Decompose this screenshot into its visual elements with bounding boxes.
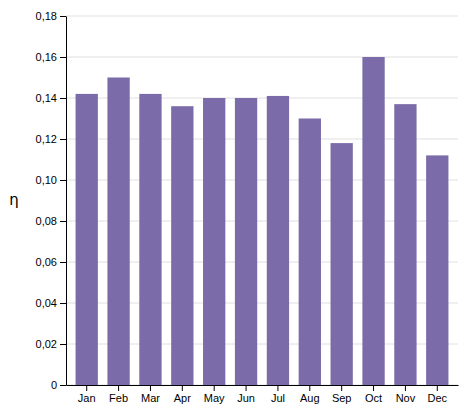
y-tick-mark xyxy=(60,221,66,222)
y-tick-mark xyxy=(60,16,66,17)
y-tick-label: 0,12 xyxy=(36,133,57,145)
y-tick-label: 0,16 xyxy=(36,51,57,63)
y-tick: 0 xyxy=(51,379,66,391)
x-tick-label: Nov xyxy=(396,392,416,404)
x-tick: Jun xyxy=(237,385,255,404)
y-tick-mark xyxy=(60,180,66,181)
y-tick-mark xyxy=(60,98,66,99)
x-tick: Dec xyxy=(428,385,448,404)
bar xyxy=(203,98,225,385)
x-tick: Feb xyxy=(109,385,128,404)
x-tick-label: Jun xyxy=(237,392,255,404)
bar xyxy=(139,94,161,385)
x-tick: Apr xyxy=(174,385,191,404)
x-tick: May xyxy=(204,385,225,404)
y-tick-label: 0 xyxy=(51,379,57,391)
y-tick: 0,10 xyxy=(36,174,66,186)
bar xyxy=(426,155,448,385)
x-tick-mark xyxy=(277,385,278,391)
grid xyxy=(66,16,458,385)
x-tick-mark xyxy=(405,385,406,391)
y-axis: 0 0,02 0,04 0,06 0,08 0,10 0,12 0,14 0,16 0,18 xyxy=(36,10,67,391)
y-tick: 0,06 xyxy=(36,256,66,268)
x-tick-mark xyxy=(118,385,119,391)
y-tick: 0,02 xyxy=(36,338,66,350)
bar xyxy=(76,94,98,385)
x-tick: Oct xyxy=(365,385,382,404)
x-axis: Jan Feb Mar Apr May Jun Jul Aug Sep Oct Nov Dec xyxy=(67,385,459,404)
x-tick-label: Sep xyxy=(332,392,352,404)
grid-line xyxy=(66,57,458,58)
x-tick-mark xyxy=(373,385,374,391)
y-tick-label: 0,04 xyxy=(36,297,57,309)
y-tick: 0,16 xyxy=(36,51,66,63)
y-tick-mark xyxy=(60,344,66,345)
x-tick-mark xyxy=(309,385,310,391)
y-tick-mark xyxy=(60,139,66,140)
x-tick-label: Aug xyxy=(300,392,320,404)
x-tick-label: Oct xyxy=(365,392,382,404)
x-tick-label: Dec xyxy=(428,392,448,404)
plot: Jan Feb Mar Apr May Jun Jul Aug Sep Oct Nov Dec 0 0,0… xyxy=(36,10,459,404)
x-tick-label: Feb xyxy=(109,392,128,404)
y-tick-label: 0,02 xyxy=(36,338,57,350)
x-tick-mark xyxy=(341,385,342,391)
y-tick-mark xyxy=(60,303,66,304)
x-tick: Jan xyxy=(78,385,96,404)
x-tick: Aug xyxy=(300,385,320,404)
bar xyxy=(299,119,321,386)
y-tick-mark xyxy=(60,262,66,263)
y-tick-label: 0,08 xyxy=(36,215,57,227)
bar xyxy=(362,57,384,385)
x-axis-line xyxy=(67,385,459,386)
grid-line xyxy=(66,16,458,17)
bars xyxy=(76,57,449,385)
x-tick-label: Jul xyxy=(271,392,285,404)
y-tick: 0,18 xyxy=(36,10,66,22)
y-tick: 0,12 xyxy=(36,133,66,145)
bar xyxy=(394,104,416,385)
bar xyxy=(267,96,289,385)
x-tick: Sep xyxy=(332,385,352,404)
y-tick: 0,14 xyxy=(36,92,66,104)
chart: Jan Feb Mar Apr May Jun Jul Aug Sep Oct Nov Dec 0 0,0… xyxy=(0,0,474,419)
y-tick-label: 0,18 xyxy=(36,10,57,22)
x-tick-label: Apr xyxy=(174,392,191,404)
x-tick-mark xyxy=(246,385,247,391)
x-tick-mark xyxy=(150,385,151,391)
y-tick-label: 0,10 xyxy=(36,174,57,186)
y-axis-title: η xyxy=(9,191,19,209)
x-tick-label: Mar xyxy=(141,392,160,404)
x-tick: Jul xyxy=(271,385,285,404)
y-tick-mark xyxy=(60,385,66,386)
bar xyxy=(107,78,129,386)
y-tick: 0,08 xyxy=(36,215,66,227)
bar xyxy=(331,143,353,385)
x-tick: Nov xyxy=(396,385,416,404)
y-tick: 0,04 xyxy=(36,297,66,309)
x-tick-label: May xyxy=(204,392,225,404)
y-axis-line xyxy=(66,17,67,386)
x-tick-mark xyxy=(437,385,438,391)
bar xyxy=(171,106,193,385)
x-tick-mark xyxy=(214,385,215,391)
y-tick-label: 0,14 xyxy=(36,92,57,104)
x-tick-mark xyxy=(182,385,183,391)
y-tick-mark xyxy=(60,57,66,58)
y-tick-label: 0,06 xyxy=(36,256,57,268)
x-tick-mark xyxy=(86,385,87,391)
x-tick: Mar xyxy=(141,385,160,404)
x-tick-label: Jan xyxy=(78,392,96,404)
bar xyxy=(235,98,257,385)
